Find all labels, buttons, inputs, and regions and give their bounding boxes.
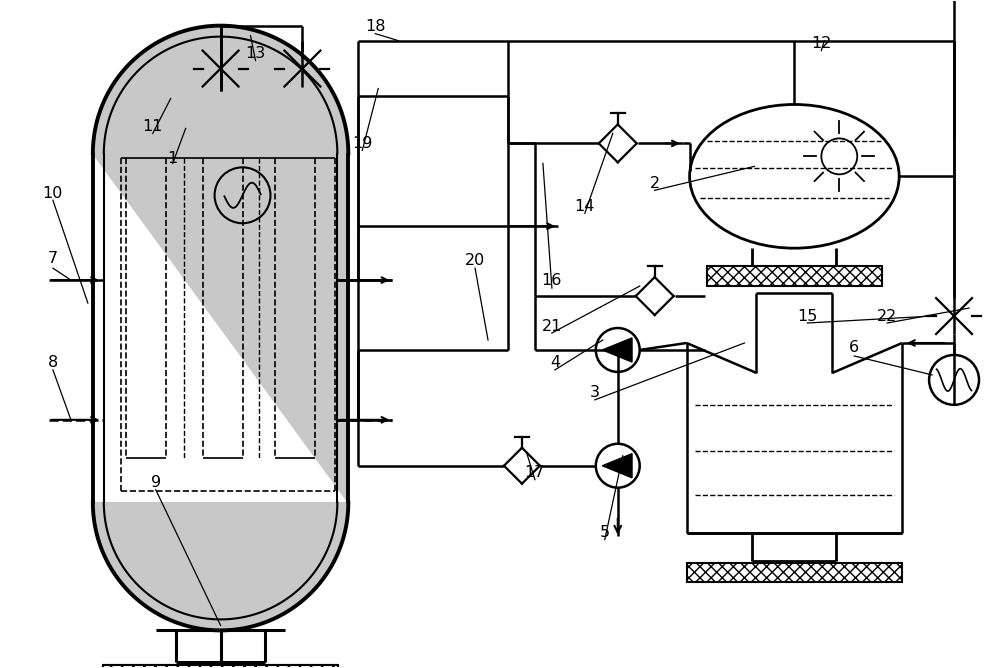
Text: 22: 22 [877,309,897,323]
Bar [687,562,902,582]
Text: 2: 2 [650,176,660,191]
Text: 21: 21 [542,319,562,333]
Text: 10: 10 [43,186,63,201]
Text: 17: 17 [525,465,545,480]
Text: 5: 5 [600,525,610,540]
Text: 16: 16 [542,273,562,288]
Text: 19: 19 [352,136,372,151]
Bar [707,266,882,286]
Text: 15: 15 [797,309,818,323]
Text: 7: 7 [48,250,58,266]
Bar [103,665,338,668]
Text: 20: 20 [465,253,485,268]
Text: 9: 9 [151,475,161,490]
Polygon shape [602,338,632,362]
Polygon shape [602,454,632,478]
Polygon shape [93,25,348,631]
Text: 11: 11 [142,119,163,134]
Text: 13: 13 [245,46,266,61]
Text: 18: 18 [365,19,386,34]
Text: 4: 4 [550,355,560,371]
Text: 6: 6 [849,341,859,355]
Text: 12: 12 [811,36,832,51]
Text: 1: 1 [168,151,178,166]
Text: 14: 14 [575,199,595,214]
Text: 8: 8 [48,355,58,371]
Text: 3: 3 [590,385,600,400]
